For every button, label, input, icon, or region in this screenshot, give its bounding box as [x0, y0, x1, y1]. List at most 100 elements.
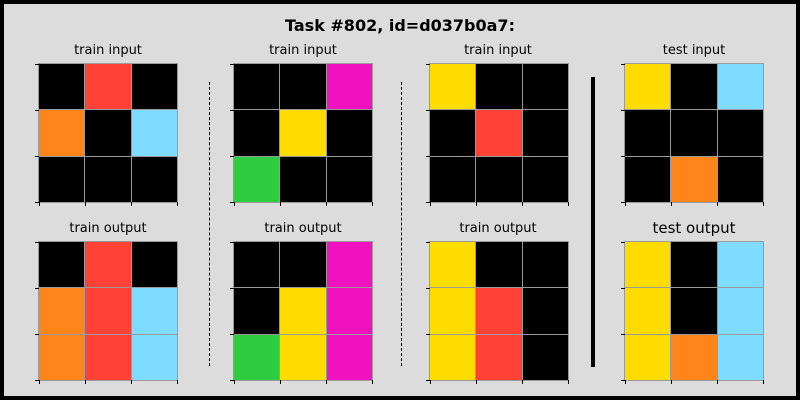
- grid-cell: [85, 242, 131, 288]
- grid-panel: [233, 241, 373, 381]
- axis-tick: [35, 287, 39, 289]
- axis-tick: [35, 201, 39, 203]
- axis-tick: [762, 202, 764, 206]
- axis-tick: [325, 380, 327, 384]
- grid-cell: [625, 334, 671, 380]
- grid-cell: [522, 288, 568, 334]
- axis-tick: [521, 380, 523, 384]
- grid-cell: [39, 110, 85, 156]
- grid-cell: [430, 288, 476, 334]
- grid-cell: [430, 110, 476, 156]
- grid-cell: [671, 64, 717, 110]
- grid-cell: [326, 156, 372, 202]
- grid-cell: [671, 110, 717, 156]
- grid-cell: [234, 156, 280, 202]
- axis-tick: [233, 202, 235, 206]
- axis-tick: [230, 63, 234, 65]
- axis-tick: [230, 241, 234, 243]
- figure-title: Task #802, id=d037b0a7:: [285, 16, 515, 35]
- axis-tick: [230, 333, 234, 335]
- grid-cell: [476, 242, 522, 288]
- axis-tick: [176, 202, 178, 206]
- grid-cell: [430, 64, 476, 110]
- panel-label: train input: [464, 43, 532, 58]
- axis-tick: [716, 202, 718, 206]
- axis-tick: [426, 333, 430, 335]
- axis-tick: [621, 201, 625, 203]
- axis-tick: [84, 202, 86, 206]
- grid-cell: [522, 156, 568, 202]
- axis-tick: [521, 202, 523, 206]
- axis-tick: [233, 380, 235, 384]
- axis-tick: [230, 287, 234, 289]
- axis-tick: [371, 202, 373, 206]
- grid-cell: [131, 334, 177, 380]
- grid-cell: [522, 64, 568, 110]
- axis-tick: [567, 202, 569, 206]
- grid-cell: [671, 334, 717, 380]
- grid-cell: [280, 110, 326, 156]
- axis-tick: [38, 202, 40, 206]
- grid-cell: [85, 288, 131, 334]
- axis-tick: [35, 333, 39, 335]
- grid-cell: [280, 288, 326, 334]
- grid-cell: [430, 334, 476, 380]
- grid-cell: [234, 110, 280, 156]
- grid-panel: [38, 63, 178, 203]
- grid-cell: [476, 288, 522, 334]
- grid-panel: [429, 63, 569, 203]
- grid-cell: [234, 288, 280, 334]
- grid-cell: [625, 64, 671, 110]
- panel-label: train input: [269, 43, 337, 58]
- panel-label: train input: [74, 43, 142, 58]
- grid-cell: [326, 288, 372, 334]
- axis-tick: [670, 202, 672, 206]
- grid-cell: [625, 156, 671, 202]
- axis-tick: [475, 202, 477, 206]
- grid-cell: [717, 156, 763, 202]
- axis-tick: [426, 155, 430, 157]
- grid-cell: [39, 334, 85, 380]
- grid-cell: [280, 242, 326, 288]
- grid-cell: [522, 110, 568, 156]
- grid-cell: [476, 334, 522, 380]
- grid-cell: [326, 64, 372, 110]
- axis-tick: [429, 202, 431, 206]
- axis-tick: [130, 380, 132, 384]
- axis-tick: [429, 380, 431, 384]
- grid-cell: [522, 242, 568, 288]
- grid-cell: [39, 242, 85, 288]
- axis-tick: [426, 63, 430, 65]
- grid-cell: [131, 288, 177, 334]
- grid-cell: [39, 64, 85, 110]
- axis-tick: [567, 380, 569, 384]
- grid-cell: [717, 334, 763, 380]
- axis-tick: [621, 333, 625, 335]
- grid-cell: [131, 156, 177, 202]
- grid-panel: [38, 241, 178, 381]
- axis-tick: [624, 380, 626, 384]
- axis-tick: [621, 287, 625, 289]
- grid-cell: [476, 110, 522, 156]
- grid-cell: [39, 288, 85, 334]
- axis-tick: [670, 380, 672, 384]
- grid-cell: [717, 242, 763, 288]
- grid-cell: [234, 334, 280, 380]
- grid-cell: [671, 288, 717, 334]
- grid-cell: [717, 288, 763, 334]
- axis-tick: [426, 379, 430, 381]
- panel-label: train output: [69, 221, 147, 236]
- grid-panel: [624, 63, 764, 203]
- grid-cell: [39, 156, 85, 202]
- axis-tick: [621, 379, 625, 381]
- grid-cell: [326, 242, 372, 288]
- grid-cell: [476, 64, 522, 110]
- axis-tick: [176, 380, 178, 384]
- panel-label: train output: [459, 221, 537, 236]
- axis-tick: [35, 379, 39, 381]
- grid-cell: [717, 64, 763, 110]
- grid-cell: [522, 334, 568, 380]
- grid-cell: [85, 334, 131, 380]
- grid-cell: [326, 110, 372, 156]
- axis-tick: [475, 380, 477, 384]
